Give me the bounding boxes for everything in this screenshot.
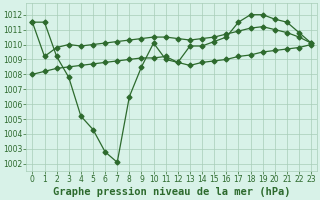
X-axis label: Graphe pression niveau de la mer (hPa): Graphe pression niveau de la mer (hPa) [53,187,291,197]
